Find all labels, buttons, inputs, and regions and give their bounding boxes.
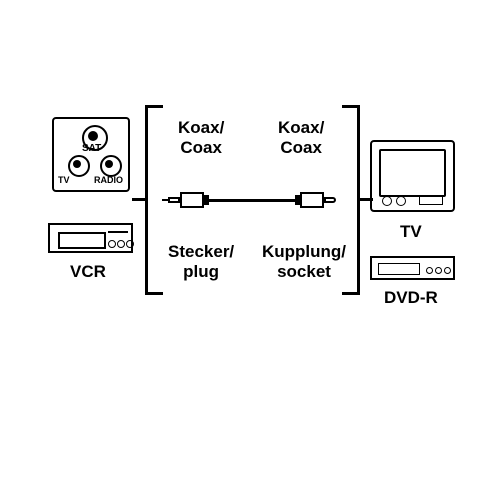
vcr-icon xyxy=(48,223,133,253)
coax-left-label: Koax/ Coax xyxy=(178,118,224,157)
coax-plug-pin-icon xyxy=(168,197,180,203)
right-bracket-icon xyxy=(342,105,360,295)
sat-plate-tv-label: TV xyxy=(58,175,70,185)
coax-cable-icon xyxy=(204,199,300,202)
tv-icon xyxy=(370,140,455,212)
connection-diagram: { "type": "connection-diagram", "backgro… xyxy=(0,0,500,500)
sat-wall-plate-icon: SAT TV RADIO xyxy=(52,117,130,192)
left-bracket-icon xyxy=(145,105,163,295)
plug-label: Stecker/ plug xyxy=(168,242,234,281)
tv-label: TV xyxy=(400,222,422,242)
coax-socket-sleeve-icon xyxy=(324,197,336,203)
sat-plate-radio-label: RADIO xyxy=(94,175,123,185)
vcr-label: VCR xyxy=(70,262,106,282)
socket-label: Kupplung/ socket xyxy=(262,242,346,281)
coax-plug-icon xyxy=(180,192,204,208)
coax-right-label: Koax/ Coax xyxy=(278,118,324,157)
dvdr-icon xyxy=(370,256,455,280)
dvdr-label: DVD-R xyxy=(384,288,438,308)
coax-socket-icon xyxy=(300,192,324,208)
